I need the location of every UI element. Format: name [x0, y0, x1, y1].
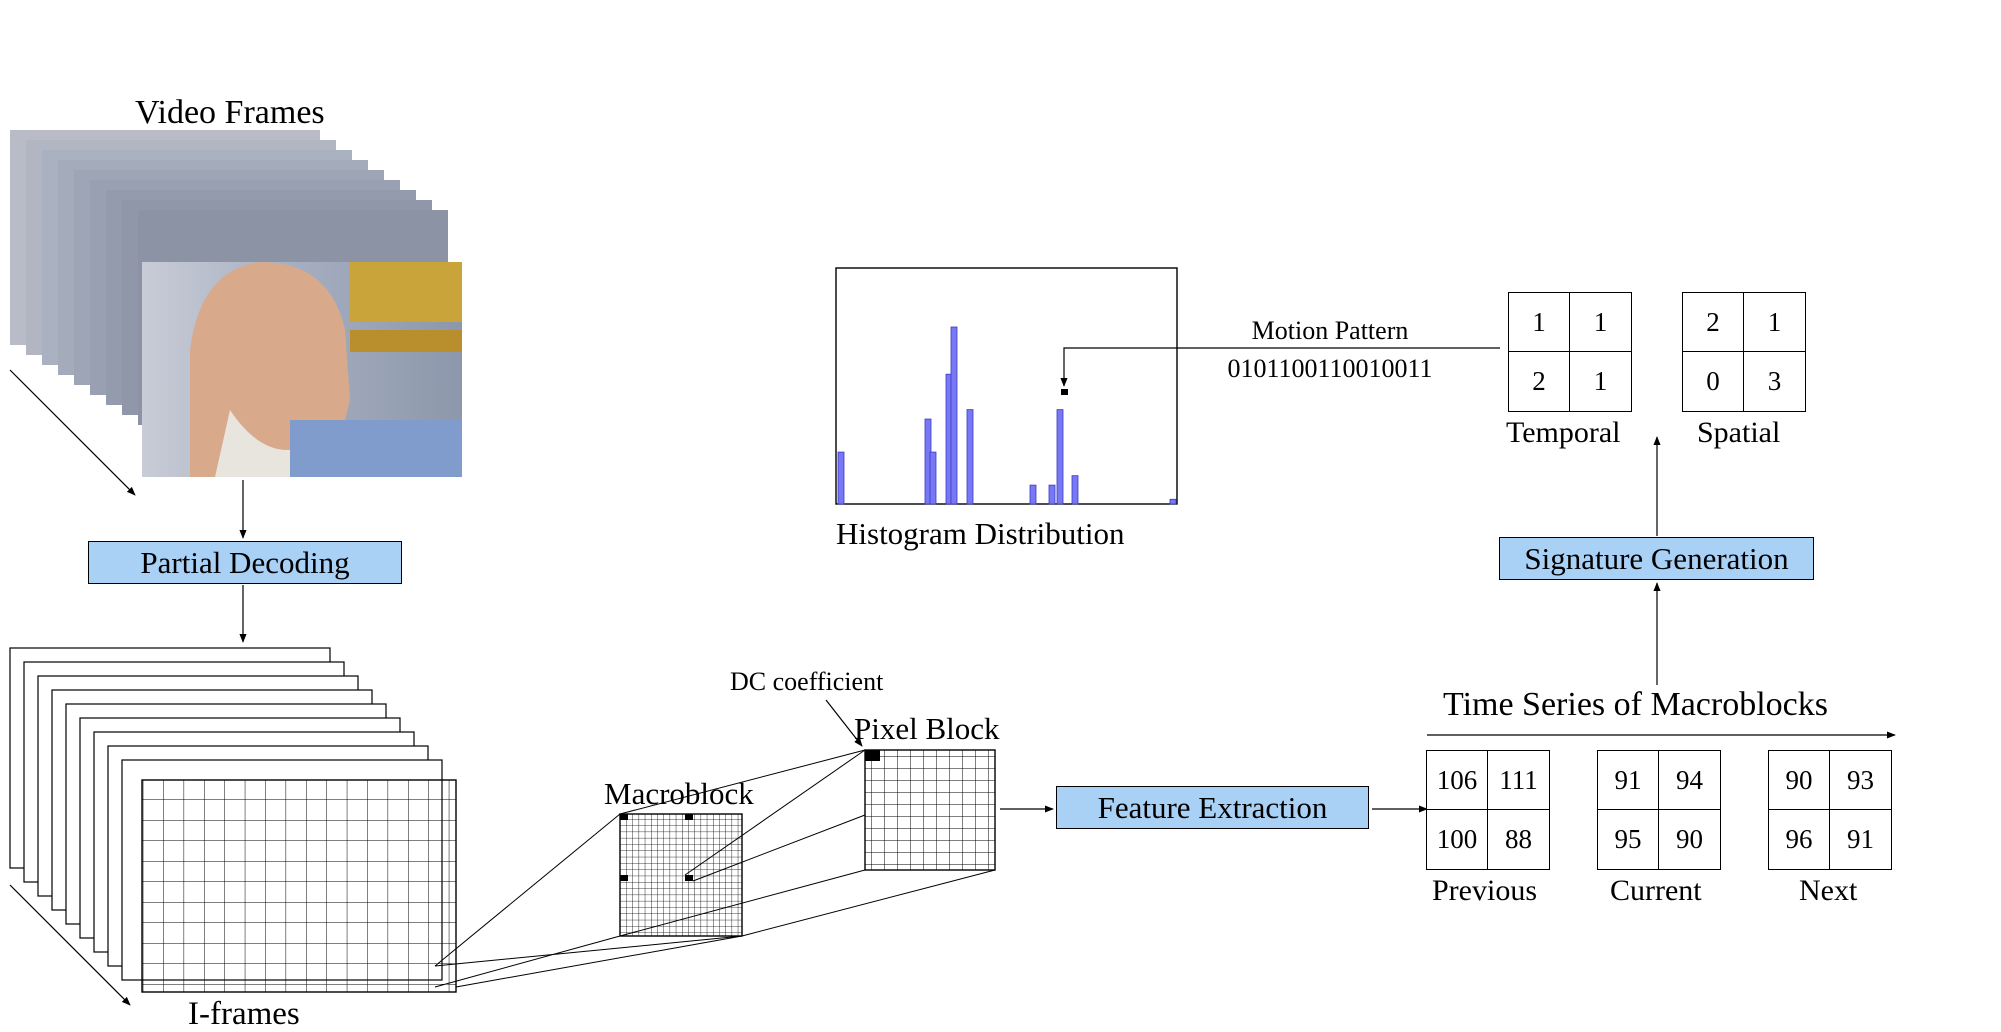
- histogram-bar: [1029, 484, 1037, 505]
- macroblock-cell: 96: [1769, 810, 1830, 869]
- frame-background-wall: [350, 262, 462, 322]
- projection-iframe-to-macroblock: [434, 813, 743, 988]
- dc-coefficient-label: DC coefficient: [730, 667, 884, 696]
- histogram-bar: [1056, 409, 1064, 505]
- macroblock-cell: 88: [1505, 824, 1532, 854]
- macroblock-cell: 95: [1598, 810, 1659, 869]
- arrow-motion-pattern: [1060, 347, 1500, 387]
- video-frames-label: Video Frames: [135, 94, 325, 131]
- signature-cell: 1: [1744, 293, 1805, 352]
- histogram-bars: [837, 326, 1177, 505]
- previous-label: Previous: [1432, 874, 1537, 907]
- i-frames-stack: [9, 647, 457, 1006]
- projection-macroblock-to-pixelblock: [619, 749, 996, 937]
- pixel-block-label: Pixel Block: [854, 711, 1000, 746]
- histogram-selected-bin-marker: [1061, 389, 1068, 395]
- macroblock-cell: 90: [1676, 824, 1703, 854]
- macroblock-grid: [619, 813, 743, 937]
- histogram-bar: [966, 409, 974, 505]
- spatial-signature-grid: 2 1 0 3: [1682, 292, 1806, 412]
- temporal-label: Temporal: [1506, 416, 1621, 449]
- macroblock-cell: 91: [1847, 824, 1874, 854]
- pixel-block-grid: [864, 749, 996, 871]
- macroblock-next-grid: 90 93 96 91: [1768, 750, 1892, 870]
- macroblock-cell: 91: [1598, 751, 1659, 810]
- histogram-frame: [835, 267, 1178, 505]
- macroblock-dc-markers: [620, 814, 693, 881]
- signature-cell: 1: [1593, 366, 1608, 396]
- frame-person-shirt: [290, 420, 462, 477]
- signature-cell: 1: [1570, 293, 1631, 352]
- arrow-dc-coefficient: [825, 699, 863, 747]
- signature-cell: 2: [1683, 293, 1744, 352]
- iframes-direction-arrow: [9, 884, 131, 1006]
- macroblock-cell: 90: [1769, 751, 1830, 810]
- histogram-bar: [1071, 475, 1079, 505]
- histogram-label: Histogram Distribution: [836, 516, 1125, 551]
- motion-pattern-bits: 0101100110010011: [1227, 354, 1433, 383]
- feature-extraction-box: Feature Extraction: [1056, 786, 1369, 829]
- histogram-bar: [950, 326, 958, 505]
- partial-decoding-box: Partial Decoding: [88, 541, 402, 584]
- signature-generation-box: Signature Generation: [1499, 537, 1814, 580]
- signature-cell: 2: [1509, 352, 1570, 411]
- frame-background-shelf: [350, 330, 462, 352]
- macroblock-cell: 93: [1830, 751, 1891, 810]
- histogram-bar: [1169, 498, 1177, 505]
- macroblock-cell: 111: [1488, 751, 1549, 810]
- histogram-bar: [837, 451, 845, 505]
- next-label: Next: [1799, 874, 1858, 907]
- macroblock-previous-grid: 106 111 100 88: [1426, 750, 1550, 870]
- motion-pattern-title: Motion Pattern: [1251, 316, 1409, 345]
- histogram-bar: [1048, 484, 1056, 505]
- histogram-chart: [835, 267, 1178, 505]
- signature-cell: 1: [1509, 293, 1570, 352]
- temporal-signature-grid: 1 1 2 1: [1508, 292, 1632, 412]
- macroblock-cell: 94: [1659, 751, 1720, 810]
- spatial-label: Spatial: [1697, 416, 1781, 449]
- macroblock-current-grid: 91 94 95 90: [1597, 750, 1721, 870]
- histogram-bar: [929, 451, 937, 505]
- dc-coefficient-marker: [865, 750, 880, 761]
- i-frame-front-grid: [141, 779, 457, 993]
- video-frames-stack: [9, 130, 462, 496]
- macroblock-label: Macroblock: [604, 776, 754, 811]
- time-series-label: Time Series of Macroblocks: [1443, 686, 1828, 723]
- macroblock-cell: 100: [1427, 810, 1488, 869]
- signature-cell: 0: [1683, 352, 1744, 411]
- frames-direction-arrow: [9, 369, 136, 496]
- macroblock-cell: 106: [1427, 751, 1488, 810]
- current-label: Current: [1610, 874, 1702, 907]
- signature-cell: 3: [1767, 366, 1782, 396]
- i-frames-label: I-frames: [188, 996, 300, 1032]
